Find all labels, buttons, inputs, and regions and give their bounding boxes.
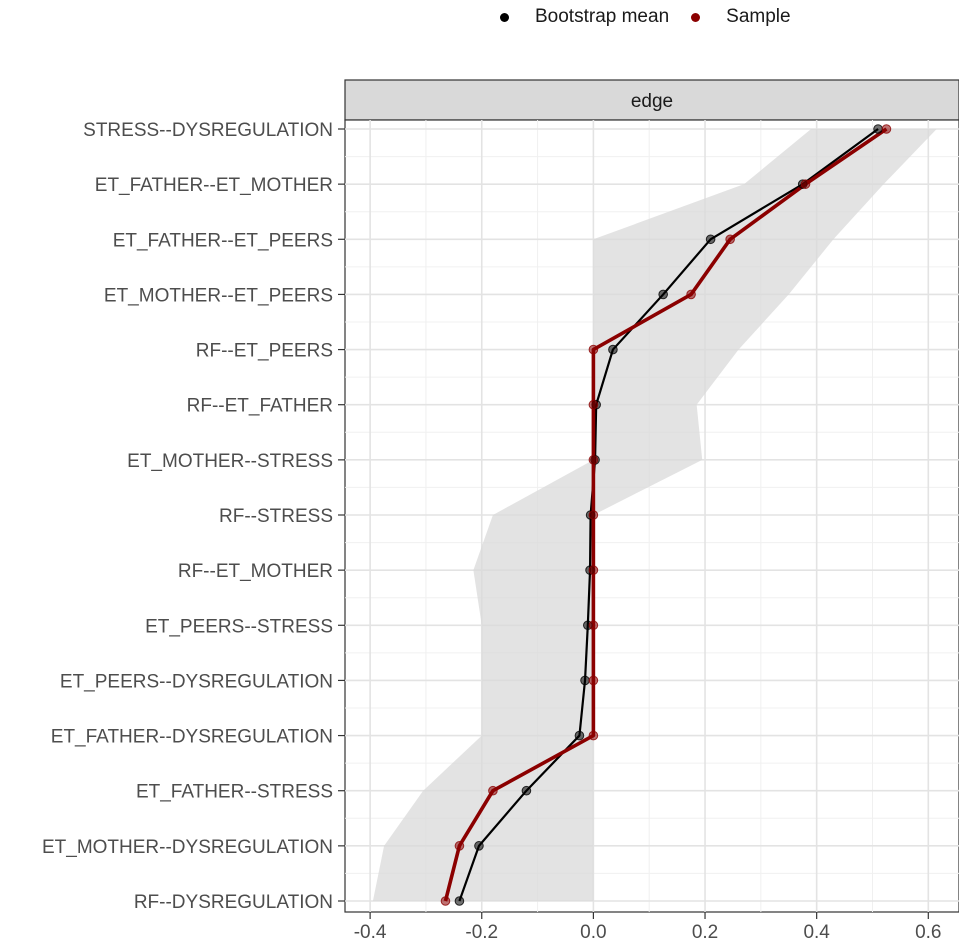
y-tick-label: ET_PEERS--STRESS bbox=[145, 616, 333, 637]
plot-panel-border bbox=[344, 119, 959, 913]
legend-sample-dot-icon bbox=[691, 12, 701, 22]
x-tick-label: 0.2 bbox=[692, 922, 718, 942]
legend-item-sample: Sample bbox=[691, 6, 791, 28]
facet-strip-label: edge bbox=[631, 91, 673, 112]
sample-point bbox=[588, 675, 599, 686]
y-axis: STRESS--DYSREGULATION ET_FATHER--ET_MOTHE… bbox=[42, 120, 345, 913]
sample-point bbox=[488, 785, 498, 796]
facet-strip: edge bbox=[344, 79, 959, 121]
confidence-band bbox=[372, 129, 937, 901]
bootstrap-mean-point bbox=[580, 675, 590, 686]
y-tick-label: RF--ET_MOTHER bbox=[178, 561, 333, 582]
x-tick-label: 0.4 bbox=[803, 922, 830, 942]
legend-bootstrap-mean-label: Bootstrap mean bbox=[535, 6, 670, 27]
x-tick-label: -0.2 bbox=[465, 922, 498, 942]
bootstrap-mean-point bbox=[454, 896, 465, 906]
ci-band-area bbox=[372, 129, 937, 901]
sample-point bbox=[686, 289, 696, 300]
x-tick-label: 0.6 bbox=[915, 922, 941, 942]
y-tick-label: ET_FATHER--ET_MOTHER bbox=[95, 175, 333, 196]
x-tick-label: 0.0 bbox=[580, 922, 606, 942]
legend: Bootstrap mean Sample bbox=[500, 6, 813, 28]
sample-point bbox=[588, 399, 599, 410]
y-tick-label: RF--STRESS bbox=[219, 506, 333, 527]
facet-strip-box bbox=[344, 79, 959, 121]
y-tick-label: STRESS--DYSREGULATION bbox=[83, 120, 333, 141]
y-tick-label: ET_FATHER--STRESS bbox=[136, 782, 333, 803]
series-points bbox=[440, 124, 892, 906]
y-tick-label: RF--ET_PEERS bbox=[196, 341, 333, 362]
sample-point bbox=[440, 896, 451, 906]
y-tick-label: ET_FATHER--ET_PEERS bbox=[113, 230, 333, 251]
sample-point bbox=[725, 234, 735, 245]
bootstrap-mean-point bbox=[574, 730, 585, 741]
sample-point bbox=[588, 455, 599, 465]
x-axis: -0.4 -0.2 0.0 0.2 0.4 0.6 bbox=[354, 912, 942, 942]
y-tick-label: ET_MOTHER--STRESS bbox=[127, 451, 333, 472]
bootstrap-mean-point bbox=[608, 344, 618, 355]
bootstrap-mean-point bbox=[705, 234, 716, 245]
legend-bootstrap-mean-dot-icon bbox=[500, 12, 509, 22]
sample-point bbox=[588, 620, 599, 631]
sample-point bbox=[588, 344, 599, 355]
y-tick-label: ET_MOTHER--ET_PEERS bbox=[104, 285, 333, 306]
bootstrap-mean-point bbox=[658, 289, 668, 300]
legend-sample-label: Sample bbox=[726, 6, 791, 27]
sample-point bbox=[588, 730, 599, 741]
y-tick-label: RF--ET_FATHER bbox=[187, 396, 333, 417]
y-tick-label: RF--DYSREGULATION bbox=[134, 892, 333, 913]
y-tick-label: ET_PEERS--DYSREGULATION bbox=[60, 671, 333, 692]
x-tick-label: -0.4 bbox=[354, 922, 387, 942]
bootstrap-mean-point bbox=[474, 841, 484, 851]
y-tick-label: ET_MOTHER--DYSREGULATION bbox=[42, 837, 333, 858]
sample-point bbox=[454, 841, 465, 851]
sample-point bbox=[800, 179, 811, 189]
bootstrap-mean-point bbox=[521, 785, 532, 796]
sample-point bbox=[588, 510, 599, 520]
sample-point bbox=[588, 565, 599, 575]
bootstrap-mean-point bbox=[873, 124, 883, 134]
y-tick-label: ET_FATHER--DYSREGULATION bbox=[51, 727, 333, 748]
legend-item-bootstrap-mean: Bootstrap mean bbox=[500, 6, 669, 28]
sample-point bbox=[881, 124, 892, 134]
